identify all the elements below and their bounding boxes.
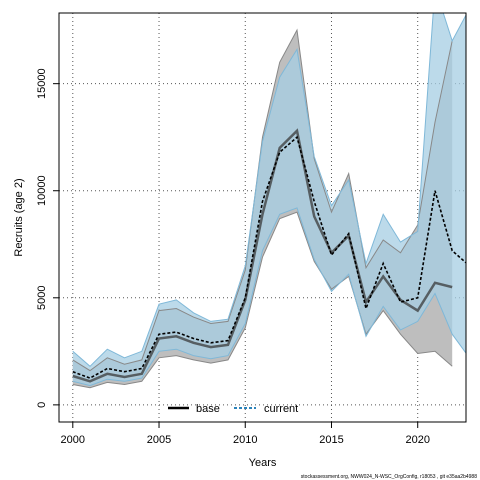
y-tick-label: 15000 bbox=[36, 68, 48, 99]
series-lines bbox=[72, 13, 466, 389]
legend: base current bbox=[168, 403, 298, 415]
legend-label-current: current bbox=[264, 403, 298, 415]
band-current bbox=[72, 13, 466, 386]
band-edge-base-lower bbox=[72, 211, 453, 389]
band-edge-current-upper bbox=[72, 13, 466, 367]
x-tick-label: 2005 bbox=[147, 434, 171, 446]
x-tick-label: 2020 bbox=[405, 434, 429, 446]
axis-ticks: 2000 2005 2010 2015 2020 0 5000 10000 15000 bbox=[36, 68, 430, 446]
plot-frame bbox=[58, 12, 467, 423]
x-tick-label: 2015 bbox=[319, 434, 343, 446]
y-tick-label: 10000 bbox=[36, 175, 48, 206]
y-axis-title: Recruits (age 2) bbox=[13, 178, 25, 256]
legend-label-base: base bbox=[196, 403, 220, 415]
y-tick-label: 0 bbox=[36, 402, 48, 408]
footnote: stockassessment.org, NWW024_N-WSC_OrgCon… bbox=[301, 474, 477, 480]
band-edge-base-upper bbox=[72, 28, 453, 372]
y-tick-label: 5000 bbox=[36, 286, 48, 310]
line-base bbox=[72, 128, 453, 383]
x-tick-label: 2000 bbox=[61, 434, 85, 446]
confidence-bands bbox=[72, 13, 466, 388]
band-edge-current-lower bbox=[72, 207, 466, 387]
x-axis-title: Years bbox=[249, 457, 277, 469]
line-current bbox=[72, 135, 466, 379]
x-tick-label: 2010 bbox=[233, 434, 257, 446]
